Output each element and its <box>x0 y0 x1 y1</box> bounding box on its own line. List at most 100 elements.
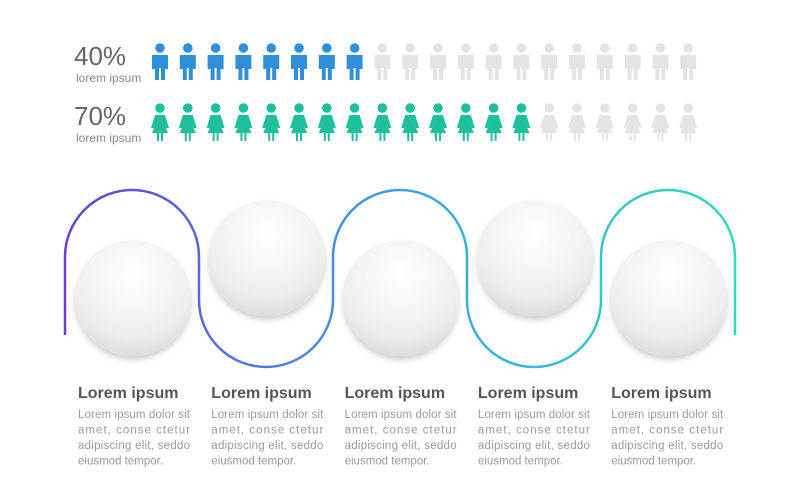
row-value-label: 70% <box>74 101 126 131</box>
step-text-line: amet, conse ctetur <box>78 425 190 437</box>
icon-head <box>627 103 638 113</box>
icon-body <box>151 115 169 141</box>
person-icon <box>318 43 335 80</box>
person-icon <box>178 103 197 141</box>
person-icon <box>624 43 641 80</box>
person-icon <box>179 43 196 80</box>
person-icon <box>456 103 475 141</box>
person-icon <box>568 103 586 141</box>
icon-head <box>433 103 443 113</box>
icon-head <box>488 103 499 113</box>
icon-head <box>544 43 554 53</box>
empty-icons <box>374 43 697 80</box>
person-icon <box>373 103 392 141</box>
step-text-line: eiusmod tempor. <box>211 456 296 468</box>
icon-body <box>624 55 641 80</box>
icon-body <box>680 55 697 80</box>
person-icon <box>679 103 698 141</box>
person-icon <box>485 43 502 80</box>
step-title: Lorem ipsum <box>78 385 178 402</box>
person-icon <box>623 103 642 141</box>
icon-head <box>516 43 527 53</box>
step-circle <box>611 240 727 356</box>
step-text-line: adipiscing elit, seddo <box>478 440 590 452</box>
icon-body <box>596 55 613 80</box>
empty-icons <box>540 103 698 141</box>
step-text-line: Lorem ipsum dolor sit <box>478 409 591 421</box>
person-icon <box>263 43 280 80</box>
icon-head <box>405 103 415 113</box>
icon-head <box>461 103 471 113</box>
icon-head <box>294 43 304 53</box>
icon-head <box>238 43 249 53</box>
person-icon <box>262 103 281 141</box>
icon-body <box>512 115 531 141</box>
icon-head <box>183 43 193 53</box>
step-circle <box>75 240 191 356</box>
icon-body <box>402 55 419 80</box>
person-icon <box>317 103 336 141</box>
icon-head <box>266 103 276 113</box>
icon-body <box>485 55 502 80</box>
person-icon <box>346 43 363 80</box>
icon-body <box>318 55 335 80</box>
person-icon <box>513 43 530 80</box>
icon-body <box>206 115 225 141</box>
person-icon <box>541 43 558 80</box>
icon-body <box>373 115 392 141</box>
step-text-line: eiusmod tempor. <box>345 456 430 468</box>
step-text-line: amet, conse ctetur <box>478 425 590 437</box>
step-text-line: adipiscing elit, seddo <box>211 440 323 452</box>
icon-body <box>290 115 308 141</box>
icon-body <box>346 55 363 80</box>
icon-body <box>207 55 224 80</box>
icon-body <box>456 115 475 141</box>
filled-icons <box>152 43 363 80</box>
connector-line <box>63 188 737 369</box>
icon-head <box>516 103 527 113</box>
icon-body <box>651 115 670 141</box>
icon-body <box>178 115 197 141</box>
icon-head <box>294 103 304 113</box>
row-caption: lorem ipsum <box>76 131 141 145</box>
step-title: Lorem ipsum <box>345 385 445 402</box>
step-text-line: Lorem ipsum dolor sit <box>78 409 191 421</box>
icon-head <box>238 103 249 113</box>
icon-body <box>374 55 391 80</box>
icon-body <box>179 55 196 80</box>
person-icon <box>596 43 613 80</box>
person-icon <box>457 43 474 80</box>
icon-body <box>317 115 336 141</box>
icon-head <box>433 43 443 53</box>
step-circle <box>477 200 593 316</box>
icon-head <box>349 43 360 53</box>
person-icon <box>402 43 419 80</box>
icon-head <box>627 43 638 53</box>
icon-body <box>540 115 559 141</box>
icon-head <box>405 43 415 53</box>
person-icon <box>235 43 252 80</box>
step-text-line: amet, conse ctetur <box>345 425 457 437</box>
step-text-line: eiusmod tempor. <box>78 456 163 468</box>
step-circle <box>209 200 325 316</box>
step-text-line: adipiscing elit, seddo <box>78 440 190 452</box>
icon-head <box>544 103 554 113</box>
step-title: Lorem ipsum <box>211 385 311 402</box>
step-text-line: Lorem ipsum dolor sit <box>211 409 324 421</box>
icon-head <box>377 103 388 113</box>
person-icon <box>651 103 670 141</box>
person-icon <box>374 43 391 80</box>
icon-body <box>429 115 447 141</box>
person-icon <box>207 43 224 80</box>
pictograph <box>151 43 698 141</box>
step-text-line: adipiscing elit, seddo <box>611 440 723 452</box>
step-text-line: eiusmod tempor. <box>478 456 563 468</box>
step-text-line: eiusmod tempor. <box>611 456 696 468</box>
icon-head <box>572 103 582 113</box>
icon-body <box>484 115 503 141</box>
icon-head <box>683 43 693 53</box>
icon-body <box>541 55 558 80</box>
person-icon <box>234 103 253 141</box>
person-icon <box>206 103 225 141</box>
icon-body <box>263 55 280 80</box>
